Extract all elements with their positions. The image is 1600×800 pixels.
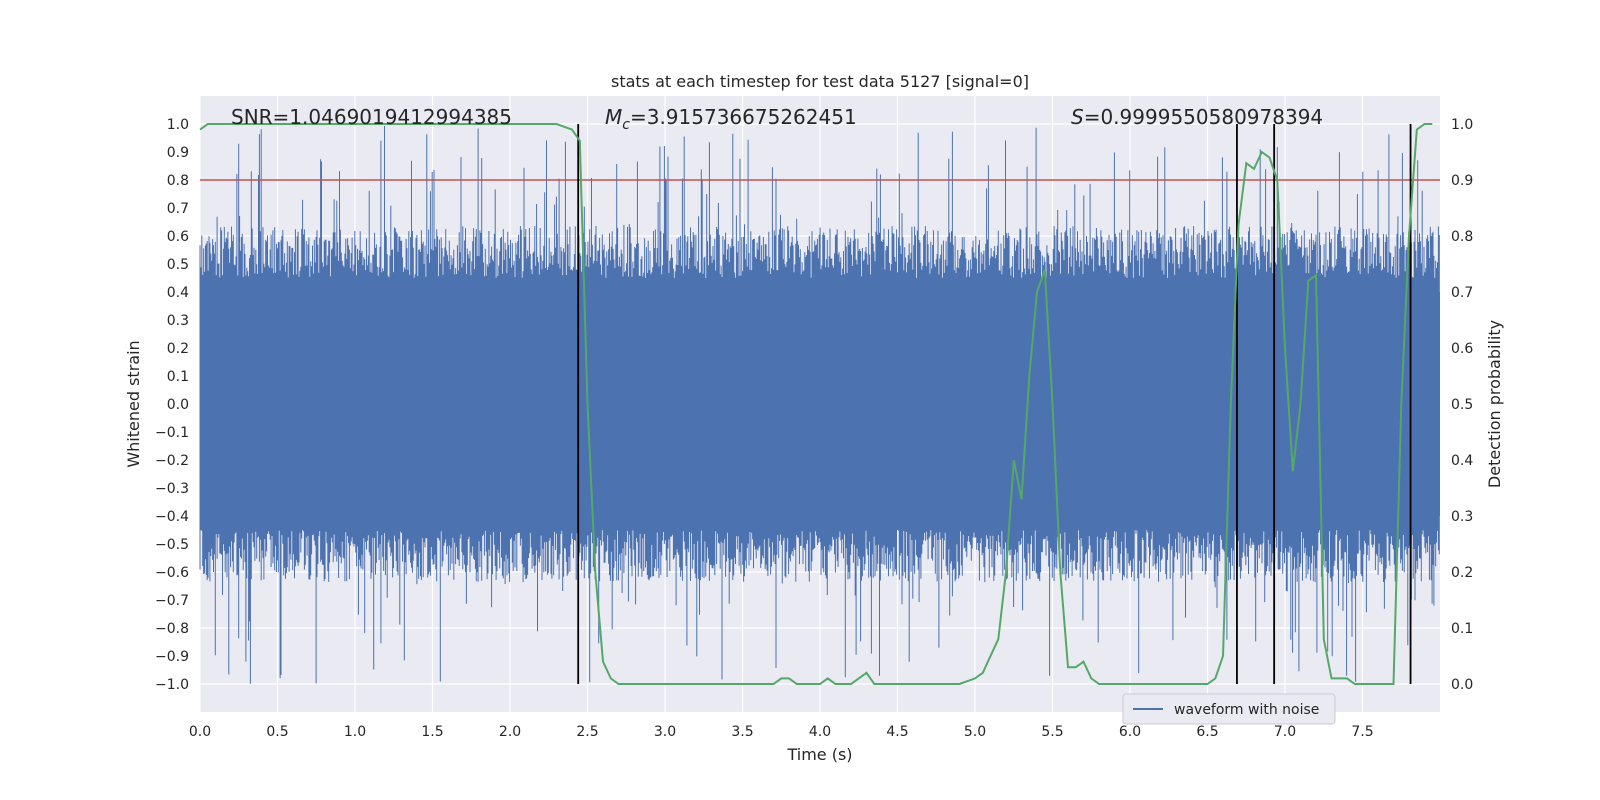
y-left-tick-label: 0.0 (167, 397, 189, 413)
y-left-tick-label: 0.7 (167, 201, 189, 217)
y-left-tick-labels: −1.0 −0.9 −0.8 −0.7 −0.6 −0.5 −0.4 −0.3 −0.2 −0.1… (155, 117, 189, 693)
y-left-tick-label: 0.9 (167, 145, 189, 161)
s-annotation: S=0.9999550580978394 (1071, 105, 1323, 129)
y-right-tick-label: 0.7 (1451, 285, 1473, 301)
x-tick-label: 7.5 (1351, 724, 1373, 740)
legend-box (1122, 693, 1336, 725)
y-left-tick-label: 0.6 (167, 229, 189, 245)
x-tick-label: 7.0 (1274, 724, 1296, 740)
chirp-mass-symbol: M (605, 105, 622, 129)
y-left-tick-label: −0.8 (155, 621, 189, 637)
y-left-tick-label: −0.4 (155, 509, 189, 525)
y-left-tick-label: −0.3 (155, 481, 189, 497)
x-tick-label: 0.5 (266, 724, 288, 740)
x-tick-label: 5.0 (964, 724, 986, 740)
y-right-tick-label: 0.2 (1451, 565, 1473, 581)
y-right-tick-label: 0.1 (1451, 621, 1473, 637)
y-left-tick-label: 0.2 (167, 341, 189, 357)
chirp-mass-subscript: c (622, 117, 630, 133)
x-tick-label: 1.0 (344, 724, 366, 740)
y-left-axis-label: Whitened strain (124, 340, 143, 467)
chart-title: stats at each timestep for test data 512… (611, 72, 1029, 91)
chirp-mass-value: =3.915736675262451 (630, 105, 857, 129)
x-tick-labels: 0.0 0.5 1.0 1.5 2.0 2.5 3.0 3.5 4.0 4.5 5.0 5.5 6.0 6… (189, 724, 1374, 740)
y-left-tick-label: −0.2 (155, 453, 189, 469)
x-tick-label: 4.0 (809, 724, 831, 740)
x-tick-label: 2.5 (576, 724, 598, 740)
y-left-tick-label: 0.4 (167, 285, 189, 301)
snr-annotation: SNR=1.0469019412994385 (231, 105, 512, 129)
legend-label: waveform with noise (1174, 702, 1319, 718)
y-left-tick-label: −0.7 (155, 593, 189, 609)
y-left-tick-label: −0.5 (155, 537, 189, 553)
y-right-tick-label: 0.0 (1451, 677, 1473, 693)
x-tick-label: 6.5 (1196, 724, 1218, 740)
x-tick-label: 3.0 (654, 724, 676, 740)
y-right-tick-label: 0.3 (1451, 509, 1473, 525)
y-right-tick-label: 1.0 (1451, 117, 1473, 133)
detection-probability-series (199, 123, 1433, 685)
s-symbol: S (1071, 105, 1084, 129)
legend: waveform with noise (1122, 693, 1336, 725)
y-left-tick-label: −0.6 (155, 565, 189, 581)
x-tick-label: 2.0 (499, 724, 521, 740)
y-right-axis-label: Detection probability (1485, 320, 1504, 488)
x-axis-label: Time (s) (786, 745, 852, 764)
y-left-tick-label: 0.1 (167, 369, 189, 385)
s-value: =0.9999550580978394 (1084, 105, 1323, 129)
y-left-tick-label: 0.8 (167, 173, 189, 189)
y-right-tick-label: 0.9 (1451, 173, 1473, 189)
y-right-tick-label: 0.8 (1451, 229, 1473, 245)
x-tick-label: 0.0 (189, 724, 211, 740)
y-left-tick-label: −0.1 (155, 425, 189, 441)
x-tick-label: 4.5 (886, 724, 908, 740)
y-right-tick-label: 0.4 (1451, 453, 1473, 469)
y-left-tick-label: 1.0 (167, 117, 189, 133)
y-left-tick-label: −1.0 (155, 677, 189, 693)
x-tick-label: 5.5 (1041, 724, 1063, 740)
y-left-tick-label: 0.5 (167, 257, 189, 273)
y-right-tick-label: 0.5 (1451, 397, 1473, 413)
y-left-tick-label: −0.9 (155, 649, 189, 665)
x-tick-label: 1.5 (421, 724, 443, 740)
y-right-tick-label: 0.6 (1451, 341, 1473, 357)
chirp-mass-annotation: Mc=3.915736675262451 (605, 105, 857, 133)
y-left-tick-label: 0.3 (167, 313, 189, 329)
x-tick-label: 6.0 (1119, 724, 1141, 740)
y-right-tick-labels: 0.0 0.1 0.2 0.3 0.4 0.5 0.6 0.7 0.8 0.9 1.0 (1451, 117, 1473, 693)
x-tick-label: 3.5 (731, 724, 753, 740)
